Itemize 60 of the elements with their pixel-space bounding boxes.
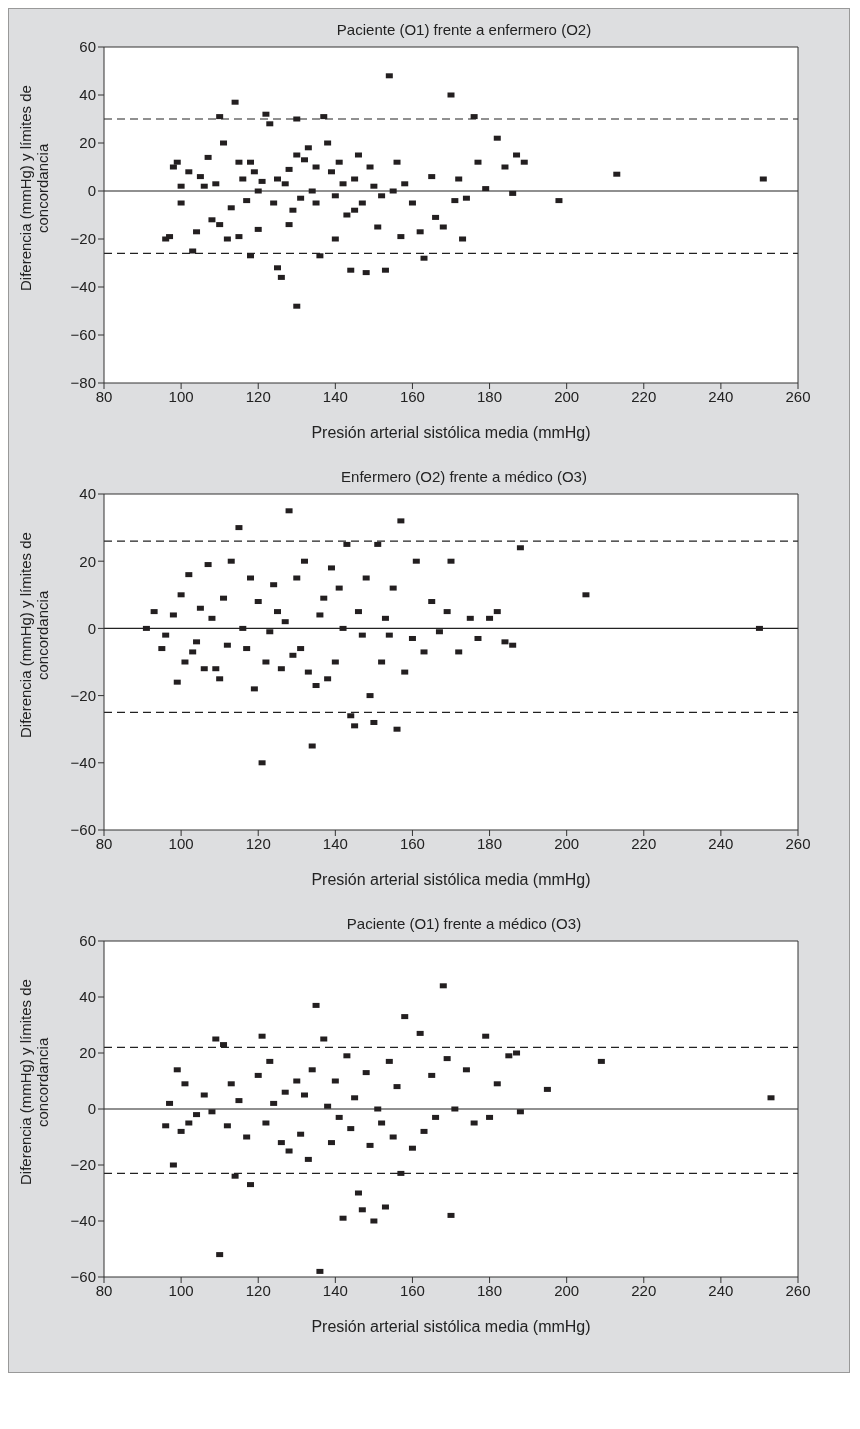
x-tick-label: 220 xyxy=(631,387,657,405)
x-tick-label: 180 xyxy=(477,1281,503,1299)
x-tick-label: 200 xyxy=(554,1281,580,1299)
y-axis-title: Diferencia (mmHg) y límites de concordancia xyxy=(17,531,51,740)
x-tick-label: 160 xyxy=(399,1281,425,1299)
chart-title: Enfermero (O2) frente a médico (O3) xyxy=(340,468,588,485)
y-tick-label: −20 xyxy=(70,686,96,704)
x-tick-label: 100 xyxy=(168,387,194,405)
x-tick-label: 120 xyxy=(245,834,271,852)
y-tick-label: 40 xyxy=(79,485,96,503)
x-tick-label: 240 xyxy=(708,387,734,405)
chart-title: Paciente (O1) frente a enfermero (O2) xyxy=(335,21,593,38)
y-axis-title: Diferencia (mmHg) y límites de concordancia xyxy=(17,84,51,293)
x-tick-label: 240 xyxy=(708,1281,734,1299)
y-tick-label: 40 xyxy=(79,86,96,104)
x-tick-label: 240 xyxy=(708,834,734,852)
x-tick-label: 120 xyxy=(245,387,271,405)
y-axis-title: Diferencia (mmHg) y límites de concordancia xyxy=(17,978,51,1187)
y-tick-label: −60 xyxy=(70,1268,96,1286)
x-tick-label: 140 xyxy=(322,1281,348,1299)
x-tick-label: 80 xyxy=(95,834,113,852)
y-tick-label: −60 xyxy=(70,821,96,839)
y-tick-label: −60 xyxy=(70,326,96,344)
x-tick-label: 260 xyxy=(785,387,811,405)
x-axis-title: Presión arterial sistólica media (mmHg) xyxy=(311,424,591,441)
y-tick-label: 20 xyxy=(79,552,96,570)
x-tick-label: 100 xyxy=(168,1281,194,1299)
x-tick-label: 220 xyxy=(631,1281,657,1299)
y-tick-label: 20 xyxy=(79,134,96,152)
y-tick-label: 20 xyxy=(79,1044,96,1062)
y-tick-label: 40 xyxy=(79,988,96,1006)
y-tick-label: −20 xyxy=(70,1156,96,1174)
x-tick-label: 120 xyxy=(245,1281,271,1299)
x-tick-label: 220 xyxy=(631,834,657,852)
y-tick-label: 60 xyxy=(79,38,96,56)
chart-title: Paciente (O1) frente a médico (O3) xyxy=(345,915,583,932)
y-tick-label: −20 xyxy=(70,230,96,248)
y-tick-label: −40 xyxy=(70,278,96,296)
x-tick-label: 80 xyxy=(95,387,113,405)
x-axis-title: Presión arterial sistólica media (mmHg) xyxy=(311,871,591,888)
y-tick-label: 0 xyxy=(87,1100,96,1118)
y-tick-label: 0 xyxy=(87,619,96,637)
x-tick-label: 260 xyxy=(785,1281,811,1299)
x-tick-label: 200 xyxy=(554,834,580,852)
x-tick-label: 140 xyxy=(322,834,348,852)
x-axis-title: Presión arterial sistólica media (mmHg) xyxy=(311,1318,591,1335)
y-tick-label: −40 xyxy=(70,754,96,772)
x-tick-label: 160 xyxy=(399,834,425,852)
x-tick-label: 200 xyxy=(554,387,580,405)
x-tick-label: 140 xyxy=(322,387,348,405)
y-tick-label: 0 xyxy=(87,182,96,200)
x-tick-label: 160 xyxy=(399,387,425,405)
x-tick-label: 260 xyxy=(785,834,811,852)
x-tick-label: 80 xyxy=(95,1281,113,1299)
y-tick-label: 60 xyxy=(79,932,96,950)
x-tick-label: 180 xyxy=(477,387,503,405)
x-tick-label: 100 xyxy=(168,834,194,852)
y-tick-label: −40 xyxy=(70,1212,96,1230)
y-tick-label: −80 xyxy=(70,374,96,392)
x-tick-label: 180 xyxy=(477,834,503,852)
